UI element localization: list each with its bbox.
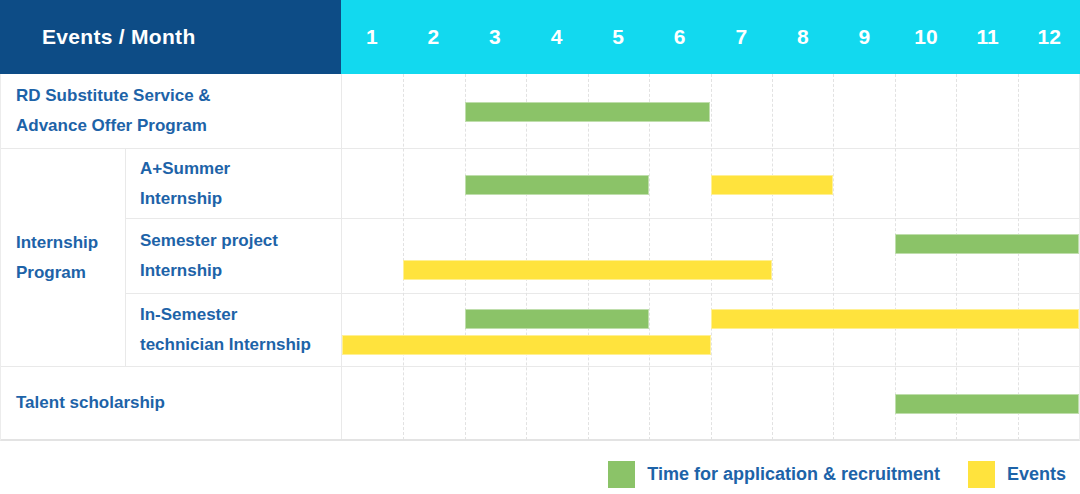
gantt-body: RD Substitute Service & Advance Offer Pr… xyxy=(0,74,1080,441)
row-label-talent-scholarship: Talent scholarship xyxy=(1,367,342,439)
row-label-semester-project: Semester project Internship xyxy=(126,219,342,293)
timeline-cell xyxy=(342,149,1079,218)
legend-item-event: Events xyxy=(968,461,1066,488)
gantt-bar-event xyxy=(342,335,711,355)
gantt-bar-event xyxy=(403,260,772,280)
timeline-cell xyxy=(342,219,1079,293)
table-row: Semester project Internship xyxy=(126,219,1079,294)
internship-sub-rows: A+Summer Internship Semester project Int… xyxy=(126,149,1079,366)
application-swatch-icon xyxy=(608,461,635,488)
timeline-cell xyxy=(342,74,1079,148)
internship-program-section: Internship Program A+Summer Internship S… xyxy=(1,149,1079,367)
month-label-10: 10 xyxy=(895,0,957,74)
legend-label: Time for application & recruitment xyxy=(647,464,940,485)
month-label-4: 4 xyxy=(526,0,588,74)
row-label-a-plus-summer: A+Summer Internship xyxy=(126,149,342,218)
month-label-6: 6 xyxy=(649,0,711,74)
month-label-3: 3 xyxy=(464,0,526,74)
legend-label: Events xyxy=(1007,464,1066,485)
table-row: In-Semester technician Internship xyxy=(126,294,1079,366)
timeline-cell xyxy=(342,294,1079,366)
month-label-8: 8 xyxy=(772,0,834,74)
gantt-bar-application xyxy=(895,394,1079,414)
row-label-in-semester-technician: In-Semester technician Internship xyxy=(126,294,342,366)
event-swatch-icon xyxy=(968,461,995,488)
table-row: RD Substitute Service & Advance Offer Pr… xyxy=(1,74,1079,149)
table-row: Talent scholarship xyxy=(1,367,1079,440)
month-label-9: 9 xyxy=(834,0,896,74)
row-label-rd-substitute: RD Substitute Service & Advance Offer Pr… xyxy=(1,74,342,148)
month-label-11: 11 xyxy=(957,0,1019,74)
gantt-bar-event xyxy=(711,175,834,195)
month-label-1: 1 xyxy=(341,0,403,74)
events-month-gantt-chart: Events / Month 123456789101112 RD Substi… xyxy=(0,0,1080,488)
legend-item-application: Time for application & recruitment xyxy=(608,461,940,488)
group-label-internship-program: Internship Program xyxy=(1,149,126,366)
timeline-cell xyxy=(342,367,1079,439)
legend: Time for application & recruitment Events xyxy=(0,461,1080,488)
month-label-12: 12 xyxy=(1018,0,1080,74)
month-label-7: 7 xyxy=(710,0,772,74)
gantt-bar-event xyxy=(711,309,1080,329)
gantt-bar-application xyxy=(465,175,649,195)
gantt-bar-application xyxy=(465,309,649,329)
table-row: A+Summer Internship xyxy=(126,149,1079,219)
month-header-strip: 123456789101112 xyxy=(341,0,1080,74)
gantt-bar-application xyxy=(895,234,1079,254)
month-label-5: 5 xyxy=(587,0,649,74)
table-header-row: Events / Month 123456789101112 xyxy=(0,0,1080,74)
header-events-month-cell: Events / Month xyxy=(0,0,341,74)
gantt-bar-application xyxy=(465,102,711,122)
month-label-2: 2 xyxy=(403,0,465,74)
